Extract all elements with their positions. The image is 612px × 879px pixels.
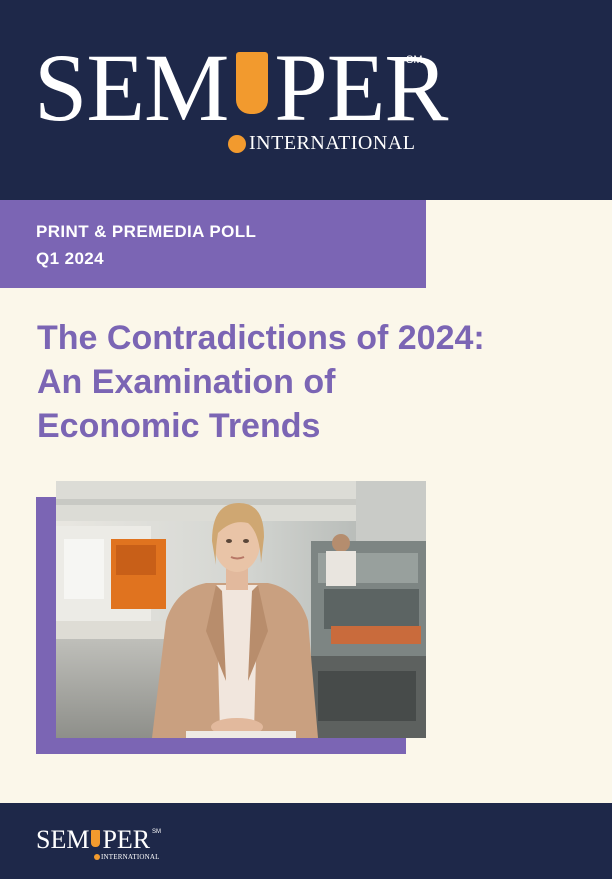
footer-logo-wordmark: SEM PER — [36, 827, 150, 853]
poll-quarter: Q1 2024 — [36, 249, 105, 268]
cover-photo-illustration — [56, 481, 426, 738]
logo-word-right: PER — [274, 34, 448, 141]
logo-wordmark: SEM PER — [34, 34, 448, 141]
cover-photo — [56, 481, 426, 738]
orange-dot-icon — [228, 134, 246, 153]
semper-logo: SEM PER SM INTERNATIONAL — [34, 40, 448, 162]
footer-banner: SEM PER SM INTERNATIONAL — [0, 803, 612, 879]
footer-logo-word-right: PER — [102, 825, 151, 854]
report-title-line-3: Economic Trends — [37, 407, 321, 445]
logo-word-left: SEM — [34, 34, 229, 141]
footer-logo: SEM PER SM INTERNATIONAL — [36, 827, 166, 871]
footer-service-mark: SM — [152, 829, 161, 835]
logo-subtitle: INTERNATIONAL — [228, 132, 415, 155]
footer-logo-word-left: SEM — [36, 825, 90, 854]
report-title-line-1: The Contradictions of 2024: — [37, 319, 485, 357]
report-title-line-2: An Examination of — [37, 363, 336, 401]
footer-exclamation-logo-icon — [90, 827, 101, 853]
footer-logo-subtitle-text: INTERNATIONAL — [101, 853, 160, 861]
service-mark: SM — [406, 54, 423, 66]
header-banner: SEM PER SM INTERNATIONAL — [0, 0, 612, 200]
footer-logo-subtitle: INTERNATIONAL — [94, 853, 160, 861]
poll-name: PRINT & PREMEDIA POLL — [36, 222, 257, 241]
exclamation-logo-icon — [232, 42, 272, 134]
footer-orange-dot-icon — [94, 854, 100, 860]
poll-band: PRINT & PREMEDIA POLL Q1 2024 — [0, 200, 426, 288]
report-title: The Contradictions of 2024: An Examinati… — [37, 316, 597, 448]
logo-subtitle-text: INTERNATIONAL — [249, 132, 416, 154]
